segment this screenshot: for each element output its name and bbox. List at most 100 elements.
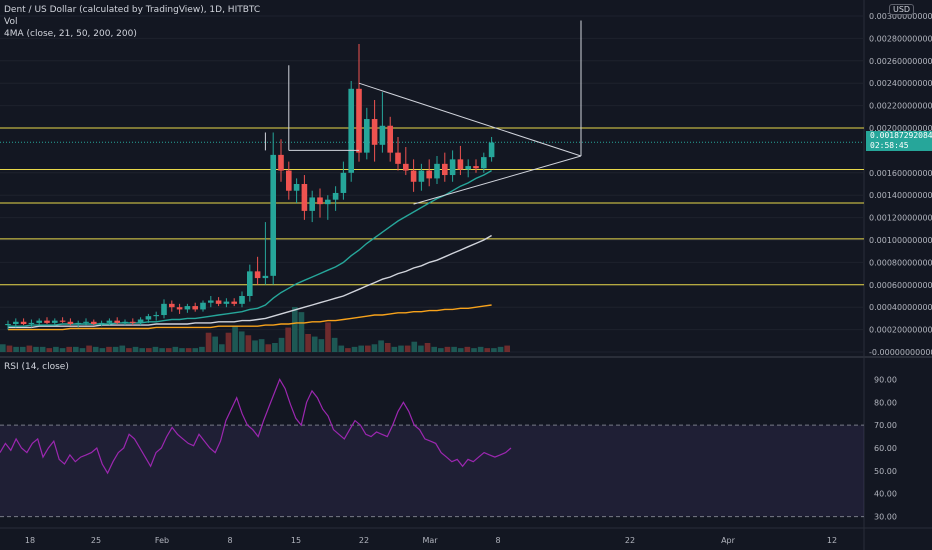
volume-bar	[338, 345, 345, 352]
volume-bar	[212, 336, 218, 352]
chart-legend: Dent / US Dollar (calculated by TradingV…	[4, 4, 260, 40]
rsi-band	[0, 425, 864, 517]
volume-bar	[86, 345, 92, 352]
candle-body	[231, 301, 237, 304]
time-tick-label: 12	[827, 536, 837, 545]
candle-body	[208, 300, 214, 303]
volume-bar	[159, 348, 165, 352]
rsi-line	[0, 378, 512, 475]
ma200-line	[8, 304, 492, 331]
candle-body	[59, 320, 66, 322]
price-tick-label: 0.00240000000	[869, 79, 932, 88]
volume-bar	[205, 332, 212, 352]
candle-body	[371, 119, 378, 145]
volume-bar	[39, 346, 46, 352]
price-tick-label: 0.00160000000	[869, 169, 932, 178]
volume-bar	[6, 345, 13, 352]
volume-bar	[285, 327, 291, 352]
volume-bar	[219, 344, 225, 352]
volume-bar	[119, 345, 126, 352]
candle-body	[200, 302, 206, 310]
candle-body	[317, 197, 323, 205]
volume-bar	[73, 346, 79, 352]
candle-body	[442, 163, 448, 176]
volume-bar	[325, 322, 331, 352]
candle-body	[340, 172, 347, 193]
candle-body	[465, 166, 471, 170]
volume-bar	[19, 346, 26, 352]
candle-body	[286, 170, 292, 191]
time-tick-label: Feb	[155, 536, 169, 545]
volume-bar	[497, 346, 504, 352]
candle-body	[223, 301, 230, 304]
price-tick-label: -0.00000000000	[869, 348, 932, 357]
currency-badge[interactable]: USD	[889, 4, 915, 15]
candle-body	[403, 163, 409, 171]
price-tick-label: 0.00040000000	[869, 303, 932, 312]
volume-bar	[391, 346, 398, 352]
volume-legend[interactable]: Vol	[4, 17, 18, 27]
rsi-tick-label: 80.00	[874, 398, 897, 407]
volume-bar	[311, 336, 318, 352]
volume-bar	[146, 348, 152, 352]
volume-bar	[331, 337, 338, 352]
symbol-title[interactable]: Dent / US Dollar (calculated by TradingV…	[4, 5, 261, 15]
last-price-badge: 0.00187292084 02:58:45	[866, 131, 932, 151]
time-tick-label: Mar	[422, 536, 438, 545]
candle-body	[145, 316, 152, 320]
price-tick-label: 0.00300000000	[869, 12, 932, 21]
price-axis[interactable]: 0.00300000000 0.00280000000 0.00260000000 0…	[869, 12, 932, 522]
price-tick-label: 0.00080000000	[869, 258, 932, 267]
candle-body	[473, 166, 479, 169]
volume-bar	[106, 346, 112, 352]
volume-bar	[471, 348, 477, 352]
triangle-upper-line	[358, 82, 582, 157]
candle-body	[270, 154, 276, 276]
volume-bar	[371, 344, 378, 352]
price-tick-label: 0.00100000000	[869, 236, 932, 245]
candle-body	[13, 321, 19, 324]
rsi-legend[interactable]: RSI (14, close)	[4, 362, 69, 372]
candle-body	[176, 307, 183, 310]
candle-body	[36, 320, 42, 323]
rsi-tick-label: 30.00	[874, 513, 897, 522]
volume-bar	[411, 341, 418, 352]
rsi-pane	[0, 378, 864, 518]
candlestick-series	[5, 44, 495, 330]
volume-bar	[92, 346, 99, 352]
candle-body	[20, 321, 27, 324]
candle-body	[395, 152, 401, 164]
volume-bar	[504, 345, 510, 352]
volume-bar	[0, 344, 6, 352]
volume-bar	[33, 346, 39, 352]
candle-body	[192, 306, 198, 310]
time-tick-label: Apr	[721, 536, 736, 545]
candle-body	[449, 159, 456, 176]
candle-body	[418, 170, 425, 182]
candle-body	[75, 322, 81, 324]
volume-bar	[484, 348, 491, 352]
ma-legend[interactable]: 4MA (close, 21, 50, 200, 200)	[4, 29, 137, 39]
volume-bar	[351, 346, 358, 352]
candle-body	[481, 157, 487, 169]
volume-bars	[0, 307, 510, 352]
candle-body	[122, 321, 128, 323]
volume-bar	[298, 312, 305, 352]
price-tick-label: 0.00200000000	[869, 124, 932, 133]
volume-bar	[165, 348, 172, 352]
candle-body	[28, 322, 35, 324]
trendline-drawings[interactable]	[264, 20, 582, 205]
candle-body	[5, 324, 11, 326]
time-tick-label: 25	[91, 536, 101, 545]
horizontal-levels[interactable]	[0, 127, 864, 286]
candle-body	[410, 170, 417, 182]
price-tick-label: 0.00220000000	[869, 102, 932, 111]
volume-bar	[126, 348, 132, 352]
volume-bar	[139, 348, 145, 352]
time-axis[interactable]: 18 25 Feb 8 15 22 Mar 8 22 Apr 12	[25, 536, 837, 545]
candle-body	[379, 125, 386, 145]
volume-bar	[192, 348, 199, 352]
price-tick-label: 0.00280000000	[869, 34, 932, 43]
volume-bar	[152, 346, 159, 352]
